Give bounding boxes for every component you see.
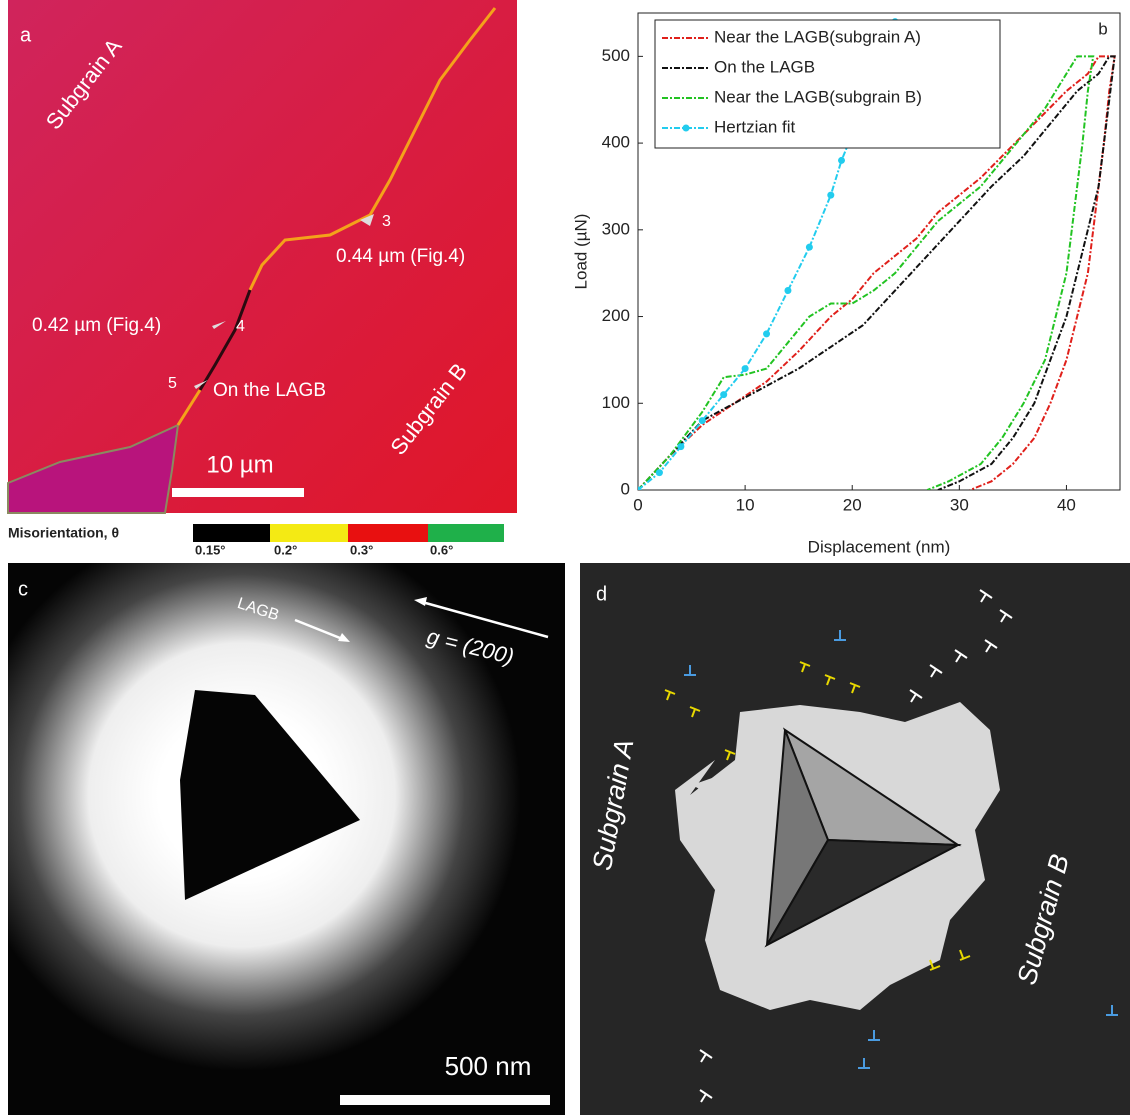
series-marker <box>720 391 728 399</box>
x-tick-label: 30 <box>950 495 969 514</box>
x-tick-label: 20 <box>843 495 862 514</box>
indent <box>180 690 360 900</box>
dislocations <box>664 589 1118 1103</box>
panel-label: b <box>1098 19 1107 38</box>
panel-d: d Subgrain A Subgrain B <box>580 563 1130 1115</box>
colorbar-title: Misorientation, θ <box>8 525 119 541</box>
legend <box>654 19 1001 149</box>
point-number: 4 <box>236 318 245 335</box>
point-note: 0.44 µm (Fig.4) <box>336 246 465 267</box>
colorbar-label: 0.3° <box>350 542 373 557</box>
panel-a: a Subgrain A Subgrain B 3 0.44 µm (Fig.4… <box>7 0 517 557</box>
series-marker <box>741 365 749 373</box>
scale-bar <box>340 1095 550 1105</box>
y-axis-label: Load (µN) <box>571 214 590 290</box>
colorbar-swatch <box>428 524 504 542</box>
legend-marker <box>682 124 690 132</box>
point-note: On the LAGB <box>213 380 326 401</box>
series-marker <box>827 191 835 199</box>
colorbar-label: 0.2° <box>274 542 297 557</box>
scale-label: 500 nm <box>445 1051 532 1081</box>
series-line <box>638 55 1116 490</box>
x-axis-label: Displacement (nm) <box>808 537 951 556</box>
series-marker <box>838 156 846 164</box>
panel-label: a <box>20 24 32 46</box>
arrow-head <box>414 597 427 606</box>
point-number: 5 <box>168 375 177 392</box>
y-tick-label: 500 <box>602 46 630 65</box>
colorbar-swatch <box>348 524 428 542</box>
arrow <box>294 618 346 642</box>
x-tick-label: 0 <box>633 495 642 514</box>
point-note: 0.42 µm (Fig.4) <box>32 315 161 336</box>
y-tick-label: 300 <box>602 219 630 238</box>
scale-bar <box>172 488 304 497</box>
series-marker <box>698 417 706 425</box>
series-marker <box>655 469 663 477</box>
x-tick-label: 10 <box>736 495 755 514</box>
series-marker <box>763 330 771 338</box>
boundary <box>198 289 252 391</box>
y-tick-label: 400 <box>602 133 630 152</box>
arrow <box>421 600 549 639</box>
y-tick-label: 200 <box>602 306 630 325</box>
series-marker <box>638 486 642 490</box>
point-number: 3 <box>382 213 391 230</box>
orientation-map <box>8 0 517 513</box>
panel-label-box <box>1088 14 1118 44</box>
series-marker <box>784 287 792 295</box>
series-line <box>638 55 1095 490</box>
legend-label: Near the LAGB(subgrain A) <box>714 27 921 46</box>
colorbar-label: 0.6° <box>430 542 453 557</box>
series-marker <box>805 243 813 251</box>
legend-label: Near the LAGB(subgrain B) <box>714 87 922 106</box>
series-marker <box>677 443 685 451</box>
panel-c: c LAGB g = (200) 500 nm <box>8 563 565 1115</box>
series-line <box>638 55 1116 490</box>
colorbar-label: 0.15° <box>195 542 226 557</box>
panel-label: c <box>18 578 28 600</box>
deformation-zone <box>692 770 735 800</box>
x-tick-label: 40 <box>1057 495 1076 514</box>
y-tick-label: 100 <box>602 393 630 412</box>
indenter-face <box>764 838 962 948</box>
legend-label: On the LAGB <box>714 57 815 76</box>
colorbar-swatch <box>193 524 270 542</box>
panel-label: d <box>596 583 607 605</box>
boundary <box>176 389 202 426</box>
y-tick-label: 0 <box>621 479 630 498</box>
scale-label: 10 µm <box>206 451 273 478</box>
boundary <box>248 7 497 291</box>
colorbar-swatch <box>270 524 348 542</box>
subgrain-region <box>7 423 180 514</box>
legend-label: Hertzian fit <box>714 117 796 136</box>
arrow-head <box>338 633 350 642</box>
